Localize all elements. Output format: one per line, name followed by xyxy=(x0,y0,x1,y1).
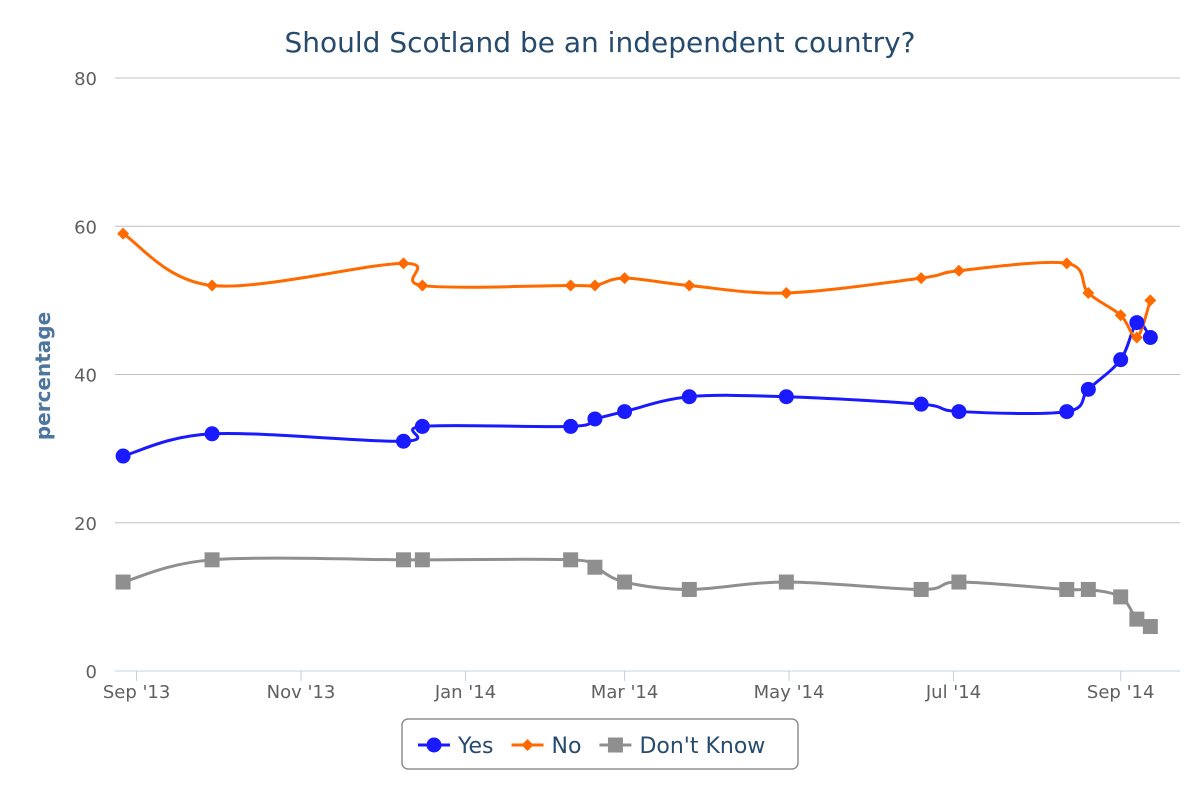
point-no[interactable] xyxy=(1114,309,1127,322)
point-yes[interactable] xyxy=(1059,404,1075,420)
point-don-t-know[interactable] xyxy=(681,581,697,597)
point-no[interactable] xyxy=(416,279,429,292)
y-tick-label: 20 xyxy=(74,514,97,535)
point-yes[interactable] xyxy=(1113,352,1129,368)
x-tick-label: May '14 xyxy=(754,682,825,703)
point-no[interactable] xyxy=(915,272,928,285)
legend-label-don-t-know[interactable]: Don't Know xyxy=(639,734,765,759)
point-yes[interactable] xyxy=(681,389,697,405)
legend-marker-yes xyxy=(426,737,442,753)
point-no[interactable] xyxy=(117,227,130,240)
point-don-t-know[interactable] xyxy=(204,552,220,568)
legend-label-no[interactable]: No xyxy=(552,734,582,759)
point-no[interactable] xyxy=(206,279,219,292)
point-don-t-know[interactable] xyxy=(414,552,430,568)
legend-marker-no xyxy=(521,739,534,751)
point-no[interactable] xyxy=(397,257,410,270)
point-don-t-know[interactable] xyxy=(913,581,929,597)
x-tick-label: Sep '14 xyxy=(1087,682,1155,703)
y-tick-label: 40 xyxy=(74,366,97,387)
point-no[interactable] xyxy=(618,272,631,285)
point-don-t-know[interactable] xyxy=(115,574,131,590)
point-no[interactable] xyxy=(952,264,965,277)
point-don-t-know[interactable] xyxy=(1080,581,1096,597)
y-tick-label: 60 xyxy=(74,217,97,238)
point-don-t-know[interactable] xyxy=(1113,589,1129,605)
point-no[interactable] xyxy=(1060,257,1073,270)
point-yes[interactable] xyxy=(913,396,929,412)
point-don-t-know[interactable] xyxy=(395,552,411,568)
legend-marker-don-t-know xyxy=(607,737,623,753)
x-axis: Sep '13 Nov '13 Jan '14 Mar '14 May '14 Jul '… xyxy=(103,670,1180,703)
x-tick-label: Mar '14 xyxy=(591,682,659,703)
series-line-no xyxy=(121,232,1152,339)
point-yes[interactable] xyxy=(587,411,603,427)
point-no[interactable] xyxy=(1130,331,1143,344)
gridlines xyxy=(115,77,1180,524)
point-don-t-know[interactable] xyxy=(951,574,967,590)
series-line-don-t-know xyxy=(121,556,1152,629)
legend-label-yes[interactable]: Yes xyxy=(457,734,494,759)
point-don-t-know[interactable] xyxy=(617,574,633,590)
point-yes[interactable] xyxy=(563,418,579,434)
point-yes[interactable] xyxy=(1129,315,1145,331)
series-line-yes xyxy=(121,320,1152,458)
point-yes[interactable] xyxy=(951,404,967,420)
x-tick-label: Sep '13 xyxy=(103,682,171,703)
point-don-t-know[interactable] xyxy=(778,574,794,590)
point-yes[interactable] xyxy=(414,418,430,434)
point-no[interactable] xyxy=(683,279,696,292)
point-yes[interactable] xyxy=(1142,329,1158,345)
y-tick-label: 0 xyxy=(86,662,97,683)
point-don-t-know[interactable] xyxy=(1059,581,1075,597)
series-markers xyxy=(115,227,1158,635)
point-yes[interactable] xyxy=(617,404,633,420)
point-yes[interactable] xyxy=(395,433,411,449)
y-tick-label: 80 xyxy=(74,69,97,90)
x-tick-label: Jul '14 xyxy=(925,682,981,703)
point-don-t-know[interactable] xyxy=(587,559,603,575)
point-no[interactable] xyxy=(780,286,793,299)
x-tick-label: Nov '13 xyxy=(267,682,336,703)
point-no[interactable] xyxy=(564,279,577,292)
point-don-t-know[interactable] xyxy=(563,552,579,568)
point-no[interactable] xyxy=(1082,286,1095,299)
chart-title: Should Scotland be an independent countr… xyxy=(284,26,915,59)
y-axis-label: percentage xyxy=(31,312,55,440)
x-tick-label: Jan '14 xyxy=(434,682,496,703)
point-yes[interactable] xyxy=(204,426,220,442)
point-no[interactable] xyxy=(1144,294,1157,307)
point-yes[interactable] xyxy=(115,448,131,464)
point-no[interactable] xyxy=(588,279,601,292)
series-lines xyxy=(121,232,1152,629)
point-yes[interactable] xyxy=(778,389,794,405)
point-don-t-know[interactable] xyxy=(1129,611,1145,627)
legend: Yes No Don't Know xyxy=(401,718,799,770)
point-don-t-know[interactable] xyxy=(1142,619,1158,635)
y-axis-ticks: 0 20 40 60 80 xyxy=(74,69,97,683)
point-yes[interactable] xyxy=(1080,381,1096,397)
